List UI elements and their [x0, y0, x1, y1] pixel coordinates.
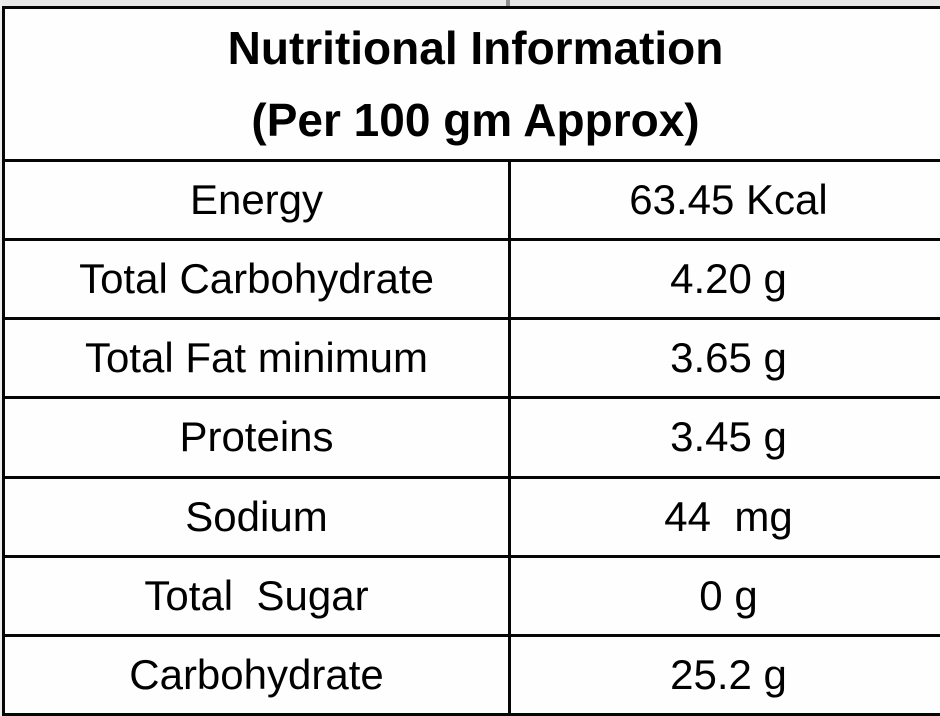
- table-row: Total Carbohydrate 4.20 g: [2, 238, 940, 321]
- table-title: Nutritional Information (Per 100 gm Appr…: [2, 6, 940, 162]
- nutrient-value: 4.20 g: [508, 238, 940, 321]
- table-title-line1: Nutritional Information: [227, 22, 724, 74]
- nutrient-value: 44 mg: [508, 475, 940, 558]
- nutrient-label: Total Sugar: [2, 554, 511, 637]
- nutrient-value: 3.65 g: [508, 317, 940, 400]
- nutrient-label: Sodium: [2, 475, 511, 558]
- nutrient-value: 25.2 g: [508, 633, 940, 716]
- nutrient-value: 63.45 Kcal: [508, 158, 940, 242]
- nutrient-label: Energy: [2, 158, 511, 242]
- nutrient-value: 3.45 g: [508, 396, 940, 479]
- table-row: Total Fat minimum 3.65 g: [2, 317, 940, 400]
- top-edge-strip: [0, 0, 940, 6]
- nutrient-label: Total Carbohydrate: [2, 238, 511, 321]
- nutrient-label: Total Fat minimum: [2, 317, 511, 400]
- table-row: Energy 63.45 Kcal: [2, 158, 940, 242]
- nutrient-value: 0 g: [508, 554, 940, 637]
- table-title-line2: (Per 100 gm Approx): [251, 94, 700, 146]
- table-row: Carbohydrate 25.2 g: [2, 633, 940, 716]
- nutrition-table: Nutritional Information (Per 100 gm Appr…: [2, 6, 940, 716]
- column-gridline-tick: [506, 0, 510, 6]
- left-edge-strip: [0, 0, 2, 716]
- table-row: Proteins 3.45 g: [2, 396, 940, 479]
- table-row: Sodium 44 mg: [2, 475, 940, 558]
- nutrient-label: Proteins: [2, 396, 511, 479]
- nutrient-label: Carbohydrate: [2, 633, 511, 716]
- table-header-row: Nutritional Information (Per 100 gm Appr…: [2, 6, 940, 162]
- table-row: Total Sugar 0 g: [2, 554, 940, 637]
